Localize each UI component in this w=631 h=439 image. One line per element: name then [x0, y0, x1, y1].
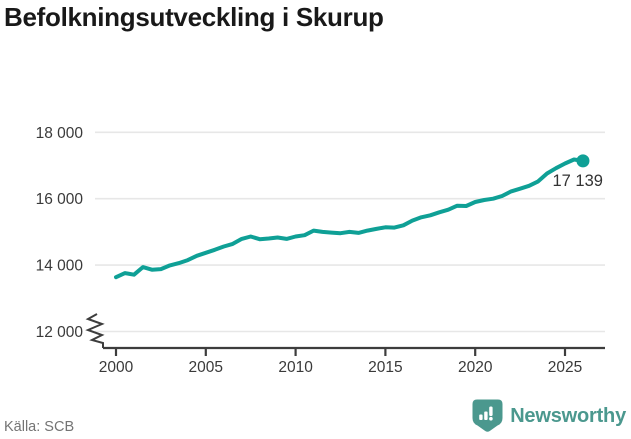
x-tick-label: 2015 [368, 359, 402, 376]
latest-point [576, 154, 590, 168]
newsworthy-logo[interactable]: Newsworthy [472, 399, 626, 433]
x-tick-label: 2000 [99, 359, 134, 376]
latest-value-label: 17 139 [552, 172, 602, 190]
x-tick-label: 2020 [458, 359, 493, 376]
newsworthy-wordmark: Newsworthy [510, 404, 626, 427]
page-title: Befolkningsutveckling i Skurup [4, 2, 384, 32]
source-note: Källa: SCB [4, 419, 75, 435]
x-tick-label: 2025 [548, 359, 582, 376]
y-tick-label: 12 000 [36, 324, 84, 341]
y-tick-label: 16 000 [36, 191, 84, 208]
y-tick-label: 18 000 [36, 125, 84, 142]
newsworthy-icon [472, 399, 503, 432]
axis-break [85, 313, 105, 348]
population-line-chart-svg: 12 000 14 000 16 000 18 000 2000 2005 2010 2015… [36, 125, 605, 376]
x-tick-label: 2010 [278, 359, 313, 376]
population-line [114, 157, 585, 280]
y-tick-label: 14 000 [36, 258, 84, 275]
x-tick-label: 2005 [189, 359, 223, 376]
line-chart: 12 000 14 000 16 000 18 000 2000 2005 2010 2015… [0, 95, 631, 395]
